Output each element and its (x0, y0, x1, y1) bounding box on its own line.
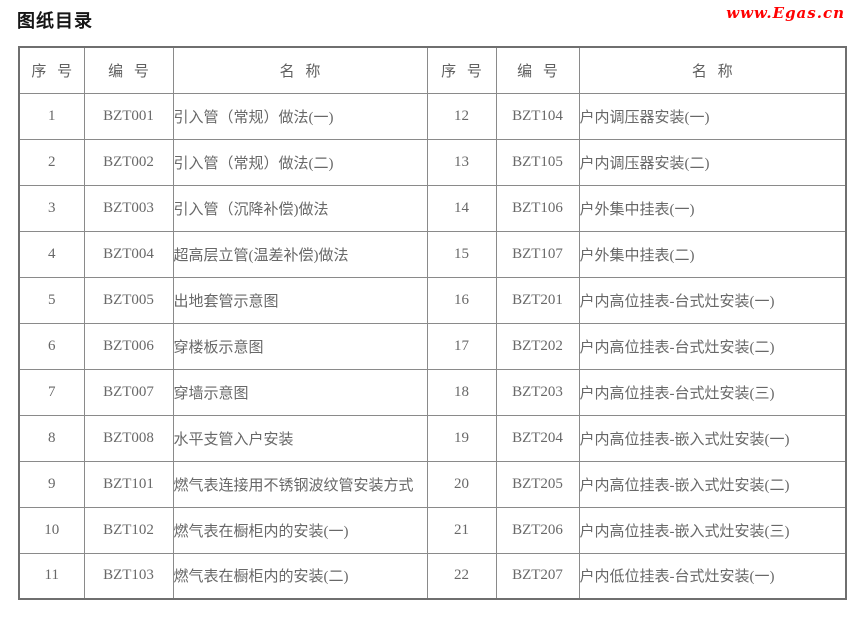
name-cell: 燃气表在橱柜内的安装(二) (172, 552, 428, 600)
name-cell: 燃气表连接用不锈钢波纹管安装方式 (172, 460, 428, 508)
table-row: 1 BZT001 引入管（常规）做法(一) 12 BZT104 户内调压器安装(… (18, 92, 847, 140)
serial-cell: 3 (18, 184, 85, 232)
serial-cell: 7 (18, 368, 85, 416)
table-row: 8 BZT008 水平支管入户安装 19 BZT204 户内高位挂表-嵌入式灶安… (18, 414, 847, 462)
name-cell: 穿墙示意图 (172, 368, 428, 416)
serial-cell: 18 (426, 368, 497, 416)
header-code-right: 编 号 (495, 46, 580, 94)
serial-cell: 1 (18, 92, 85, 140)
name-cell: 户内低位挂表-台式灶安装(一) (578, 552, 847, 600)
name-cell: 引入管（沉降补偿)做法 (172, 184, 428, 232)
table-row: 11 BZT103 燃气表在橱柜内的安装(二) 22 BZT207 户内低位挂表… (18, 552, 847, 600)
table-row: 6 BZT006 穿楼板示意图 17 BZT202 户内高位挂表-台式灶安装(二… (18, 322, 847, 370)
table-row: 9 BZT101 燃气表连接用不锈钢波纹管安装方式 20 BZT205 户内高位… (18, 460, 847, 508)
code-cell: BZT006 (83, 322, 174, 370)
code-cell: BZT104 (495, 92, 580, 140)
code-cell: BZT102 (83, 506, 174, 554)
serial-cell: 9 (18, 460, 85, 508)
name-cell: 引入管（常规）做法(二) (172, 138, 428, 186)
table-row: 2 BZT002 引入管（常规）做法(二) 13 BZT105 户内调压器安装(… (18, 138, 847, 186)
serial-cell: 5 (18, 276, 85, 324)
code-cell: BZT005 (83, 276, 174, 324)
code-cell: BZT203 (495, 368, 580, 416)
code-cell: BZT002 (83, 138, 174, 186)
name-cell: 户内高位挂表-台式灶安装(三) (578, 368, 847, 416)
name-cell: 引入管（常规）做法(一) (172, 92, 428, 140)
name-cell: 户内高位挂表-台式灶安装(一) (578, 276, 847, 324)
serial-cell: 14 (426, 184, 497, 232)
serial-cell: 16 (426, 276, 497, 324)
serial-cell: 19 (426, 414, 497, 462)
table-row: 7 BZT007 穿墙示意图 18 BZT203 户内高位挂表-台式灶安装(三) (18, 368, 847, 416)
serial-cell: 8 (18, 414, 85, 462)
code-cell: BZT008 (83, 414, 174, 462)
serial-cell: 20 (426, 460, 497, 508)
serial-cell: 22 (426, 552, 497, 600)
name-cell: 出地套管示意图 (172, 276, 428, 324)
name-cell: 水平支管入户安装 (172, 414, 428, 462)
header-code-left: 编 号 (83, 46, 174, 94)
code-cell: BZT101 (83, 460, 174, 508)
header-name-right: 名 称 (578, 46, 847, 94)
code-cell: BZT007 (83, 368, 174, 416)
code-cell: BZT201 (495, 276, 580, 324)
code-cell: BZT105 (495, 138, 580, 186)
code-cell: BZT001 (83, 92, 174, 140)
header-serial-right: 序 号 (426, 46, 497, 94)
name-cell: 户内高位挂表-嵌入式灶安装(一) (578, 414, 847, 462)
code-cell: BZT207 (495, 552, 580, 600)
table-row: 5 BZT005 出地套管示意图 16 BZT201 户内高位挂表-台式灶安装(… (18, 276, 847, 324)
serial-cell: 21 (426, 506, 497, 554)
name-cell: 户内调压器安装(一) (578, 92, 847, 140)
table-header-row: 序 号 编 号 名 称 序 号 编 号 名 称 (18, 46, 847, 94)
serial-cell: 15 (426, 230, 497, 278)
serial-cell: 17 (426, 322, 497, 370)
name-cell: 超高层立管(温差补偿)做法 (172, 230, 428, 278)
name-cell: 燃气表在橱柜内的安装(一) (172, 506, 428, 554)
code-cell: BZT103 (83, 552, 174, 600)
serial-cell: 4 (18, 230, 85, 278)
serial-cell: 2 (18, 138, 85, 186)
code-cell: BZT202 (495, 322, 580, 370)
serial-cell: 10 (18, 506, 85, 554)
code-cell: BZT107 (495, 230, 580, 278)
table-row: 10 BZT102 燃气表在橱柜内的安装(一) 21 BZT206 户内高位挂表… (18, 506, 847, 554)
name-cell: 户内调压器安装(二) (578, 138, 847, 186)
page-title: 图纸目录 (17, 11, 93, 31)
code-cell: BZT004 (83, 230, 174, 278)
serial-cell: 12 (426, 92, 497, 140)
code-cell: BZT204 (495, 414, 580, 462)
name-cell: 户内高位挂表-台式灶安装(二) (578, 322, 847, 370)
serial-cell: 13 (426, 138, 497, 186)
site-watermark: www.Egas.cn (726, 4, 845, 22)
table-row: 3 BZT003 引入管（沉降补偿)做法 14 BZT106 户外集中挂表(一) (18, 184, 847, 232)
header-serial-left: 序 号 (18, 46, 85, 94)
name-cell: 户内高位挂表-嵌入式灶安装(三) (578, 506, 847, 554)
name-cell: 户内高位挂表-嵌入式灶安装(二) (578, 460, 847, 508)
code-cell: BZT206 (495, 506, 580, 554)
drawing-index-table: 序 号 编 号 名 称 序 号 编 号 名 称 1 BZT001 引入管（常规）… (18, 46, 847, 600)
code-cell: BZT205 (495, 460, 580, 508)
header-name-left: 名 称 (172, 46, 428, 94)
code-cell: BZT106 (495, 184, 580, 232)
serial-cell: 6 (18, 322, 85, 370)
name-cell: 穿楼板示意图 (172, 322, 428, 370)
name-cell: 户外集中挂表(二) (578, 230, 847, 278)
code-cell: BZT003 (83, 184, 174, 232)
name-cell: 户外集中挂表(一) (578, 184, 847, 232)
table-row: 4 BZT004 超高层立管(温差补偿)做法 15 BZT107 户外集中挂表(… (18, 230, 847, 278)
serial-cell: 11 (18, 552, 85, 600)
